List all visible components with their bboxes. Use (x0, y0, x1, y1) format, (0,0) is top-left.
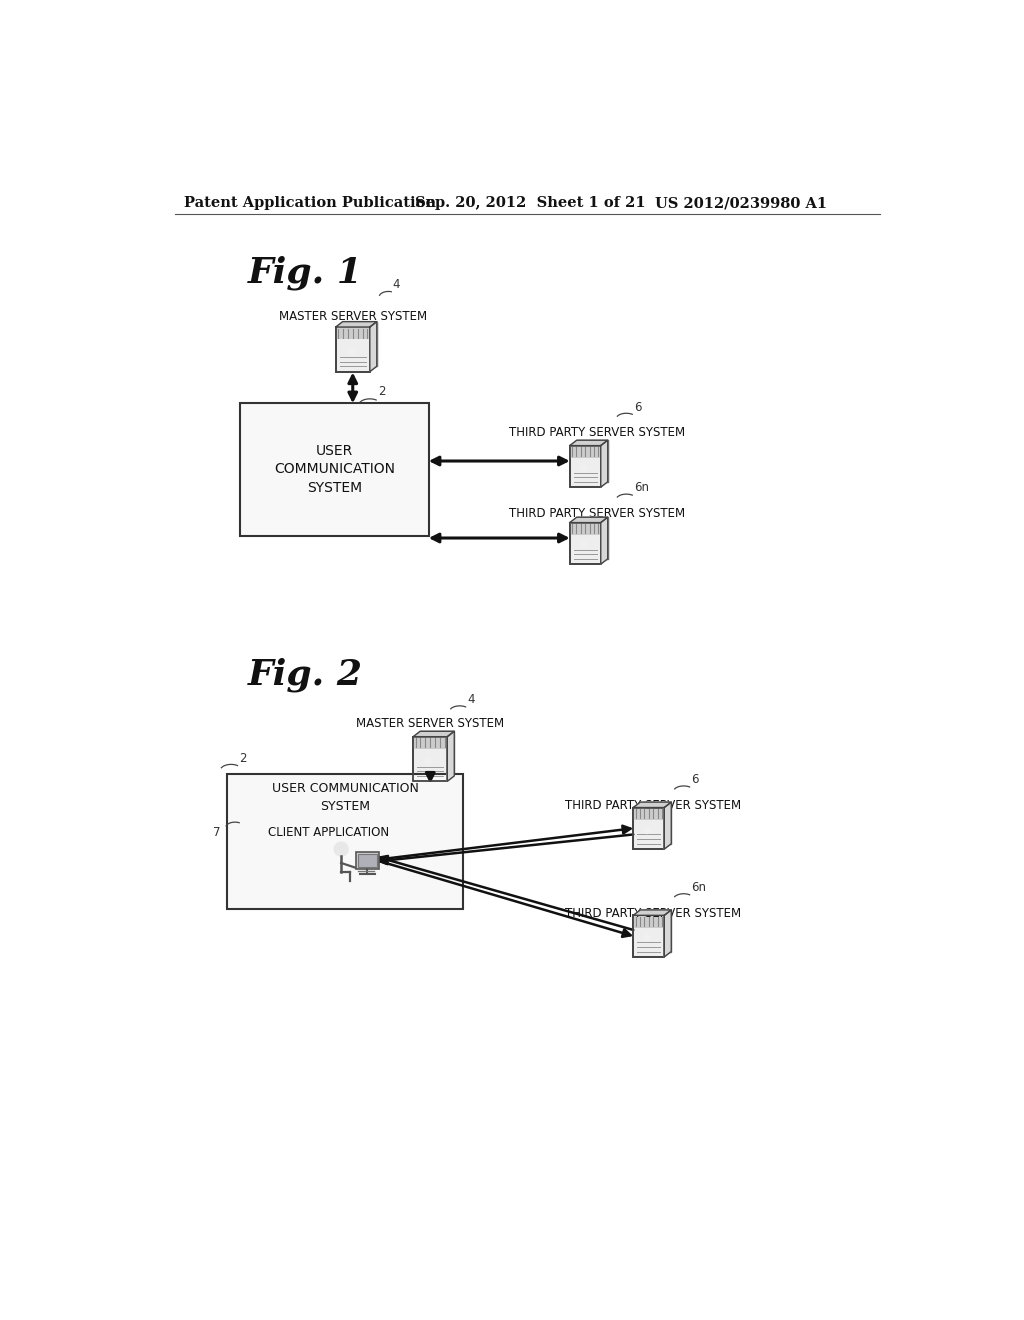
FancyBboxPatch shape (414, 737, 447, 748)
Text: US 2012/0239980 A1: US 2012/0239980 A1 (655, 197, 827, 210)
Text: 6: 6 (691, 774, 698, 787)
Polygon shape (370, 322, 377, 372)
FancyBboxPatch shape (336, 327, 370, 372)
Text: 6: 6 (634, 400, 641, 413)
FancyBboxPatch shape (569, 446, 601, 487)
Polygon shape (665, 909, 672, 957)
Circle shape (643, 933, 651, 941)
FancyBboxPatch shape (569, 446, 601, 458)
Text: Fig. 1: Fig. 1 (248, 255, 364, 289)
Polygon shape (601, 441, 607, 487)
Polygon shape (633, 909, 672, 915)
FancyBboxPatch shape (577, 517, 607, 558)
Polygon shape (414, 731, 455, 737)
FancyBboxPatch shape (633, 808, 665, 820)
Text: MASTER SERVER SYSTEM: MASTER SERVER SYSTEM (356, 717, 504, 730)
Circle shape (580, 541, 588, 549)
Text: 4: 4 (393, 279, 400, 290)
Text: 6n: 6n (634, 482, 649, 495)
Text: 4: 4 (467, 693, 475, 706)
Polygon shape (601, 517, 607, 564)
Text: Patent Application Publication: Patent Application Publication (183, 197, 436, 210)
FancyBboxPatch shape (569, 523, 601, 535)
Text: MASTER SERVER SYSTEM: MASTER SERVER SYSTEM (279, 310, 427, 323)
Polygon shape (569, 517, 607, 523)
FancyBboxPatch shape (633, 808, 665, 849)
FancyBboxPatch shape (633, 915, 665, 957)
Text: THIRD PARTY SERVER SYSTEM: THIRD PARTY SERVER SYSTEM (564, 907, 740, 920)
Circle shape (643, 826, 651, 834)
FancyBboxPatch shape (633, 915, 665, 928)
Polygon shape (665, 803, 672, 849)
FancyBboxPatch shape (336, 327, 370, 339)
FancyBboxPatch shape (569, 523, 601, 564)
Text: THIRD PARTY SERVER SYSTEM: THIRD PARTY SERVER SYSTEM (509, 507, 685, 520)
Text: Fig. 2: Fig. 2 (248, 657, 364, 692)
FancyBboxPatch shape (241, 404, 429, 536)
Circle shape (334, 842, 348, 857)
FancyBboxPatch shape (343, 322, 377, 367)
Polygon shape (569, 441, 607, 446)
Text: USER COMMUNICATION
SYSTEM: USER COMMUNICATION SYSTEM (271, 783, 419, 813)
Text: Sep. 20, 2012  Sheet 1 of 21: Sep. 20, 2012 Sheet 1 of 21 (415, 197, 645, 210)
Text: 2: 2 (378, 385, 385, 399)
FancyBboxPatch shape (358, 854, 377, 867)
Text: USER
COMMUNICATION
SYSTEM: USER COMMUNICATION SYSTEM (274, 444, 395, 495)
FancyBboxPatch shape (227, 775, 463, 909)
Text: THIRD PARTY SERVER SYSTEM: THIRD PARTY SERVER SYSTEM (509, 426, 685, 440)
Text: 7: 7 (213, 825, 221, 838)
FancyBboxPatch shape (414, 737, 447, 781)
Text: 2: 2 (239, 752, 247, 764)
Text: THIRD PARTY SERVER SYSTEM: THIRD PARTY SERVER SYSTEM (564, 799, 740, 812)
FancyBboxPatch shape (577, 441, 607, 482)
FancyBboxPatch shape (356, 853, 379, 869)
Polygon shape (447, 731, 455, 781)
Circle shape (425, 756, 432, 764)
Text: CLIENT APPLICATION: CLIENT APPLICATION (267, 825, 389, 838)
Text: 6n: 6n (691, 880, 707, 894)
Circle shape (580, 465, 588, 471)
Polygon shape (633, 803, 672, 808)
FancyBboxPatch shape (640, 909, 672, 952)
FancyBboxPatch shape (420, 731, 455, 776)
Circle shape (347, 347, 355, 355)
Polygon shape (336, 322, 377, 327)
FancyBboxPatch shape (640, 803, 672, 843)
